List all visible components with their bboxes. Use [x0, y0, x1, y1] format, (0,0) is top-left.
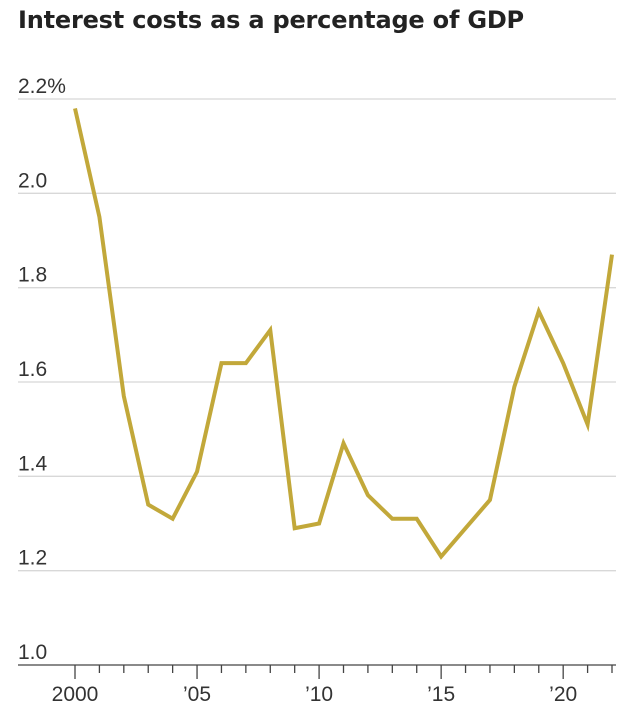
series — [73, 107, 614, 560]
y-tick-label: 1.8 — [18, 264, 47, 287]
gridlines — [18, 98, 616, 572]
y-tick-label: 2.0 — [18, 169, 47, 192]
x-tick-label: ’05 — [183, 683, 211, 706]
y-tick-label: 1.2 — [18, 547, 47, 570]
y-tick-label: 1.4 — [18, 452, 48, 475]
chart-title: Interest costs as a percentage of GDP — [18, 6, 524, 34]
x-axis — [18, 664, 616, 679]
series-line-0 — [73, 107, 614, 560]
x-tick-label: ’10 — [305, 683, 333, 706]
x-tick-label: ’15 — [427, 683, 455, 706]
y-tick-label: 1.0 — [18, 641, 47, 664]
y-tick-label: 2.2% — [18, 75, 66, 98]
x-tick-label: ’20 — [549, 683, 577, 706]
y-tick-label: 1.6 — [18, 358, 47, 381]
x-tick-label: 2000 — [52, 683, 99, 706]
